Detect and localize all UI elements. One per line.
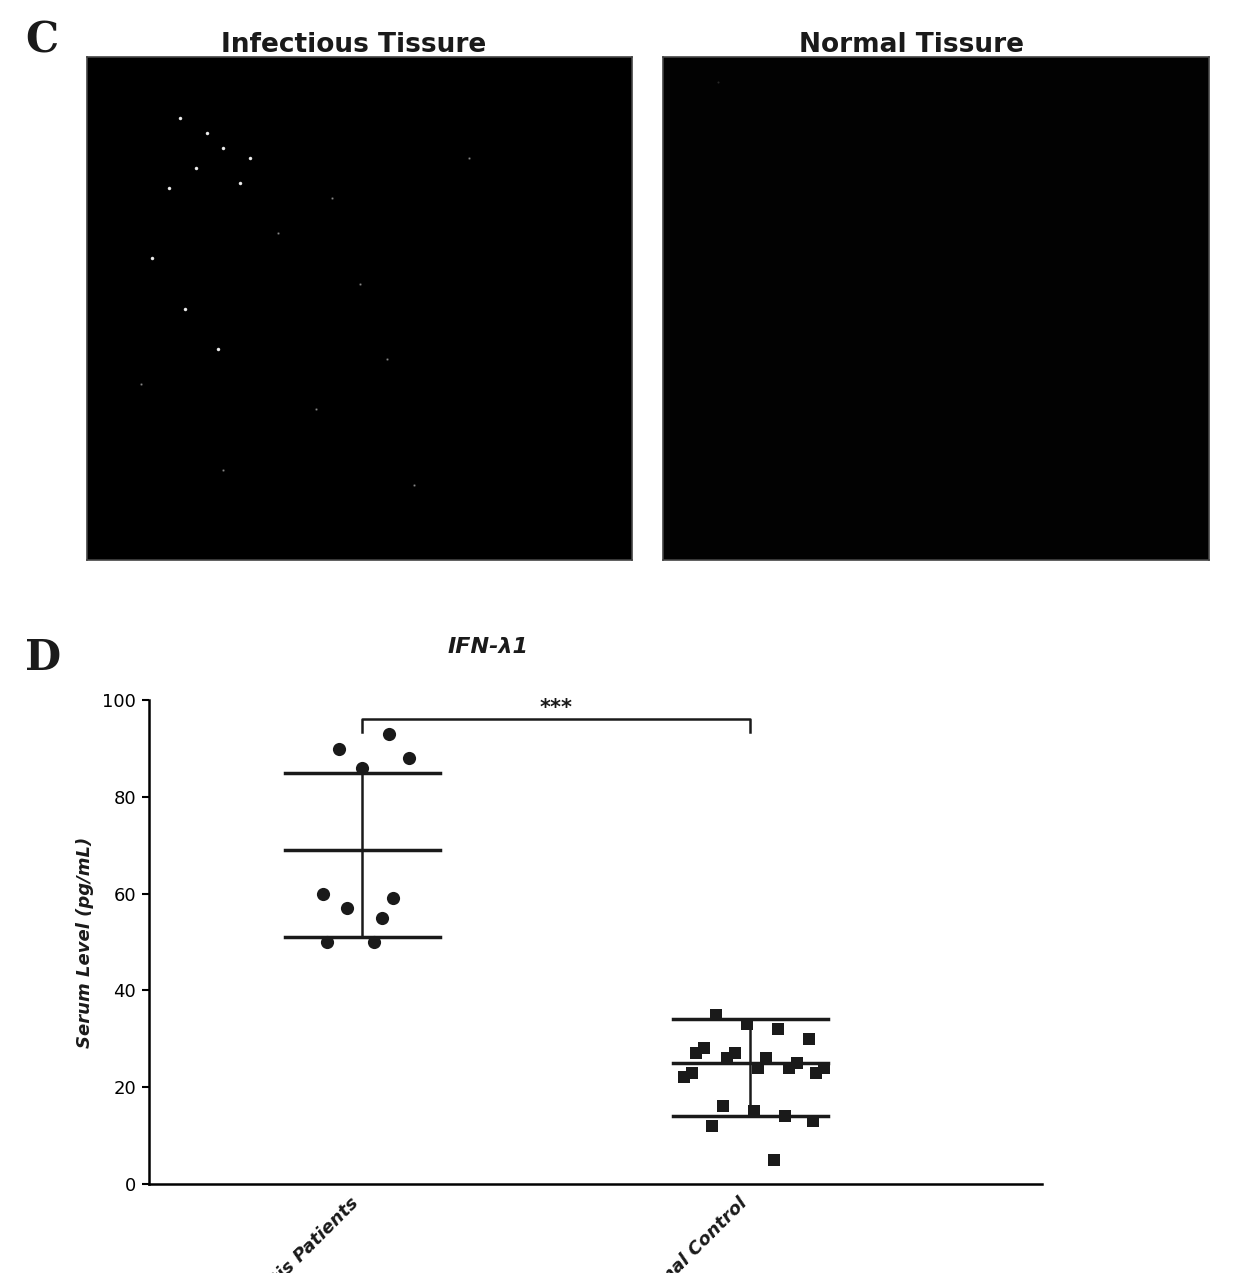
Text: IFN-λ1: IFN-λ1 <box>448 638 528 657</box>
Point <box>706 1004 725 1025</box>
Point <box>329 738 348 759</box>
Point <box>675 1067 694 1087</box>
Text: Infectious Tissure: Infectious Tissure <box>221 32 486 57</box>
Point <box>713 1096 733 1116</box>
Point <box>337 897 357 918</box>
Point <box>702 1115 722 1136</box>
Point <box>717 1048 737 1068</box>
Point <box>372 908 392 928</box>
Point <box>379 724 399 745</box>
Point <box>737 1015 756 1035</box>
Point <box>317 932 337 952</box>
Point <box>764 1150 784 1170</box>
Point <box>748 1058 768 1078</box>
Point <box>383 889 403 909</box>
Point <box>806 1063 826 1083</box>
Point <box>686 1043 706 1063</box>
Y-axis label: Serum Level (pg/mL): Serum Level (pg/mL) <box>76 836 94 1048</box>
Text: Normal Tissure: Normal Tissure <box>799 32 1024 57</box>
Point <box>314 883 334 904</box>
Point <box>352 757 372 778</box>
Point <box>756 1048 776 1068</box>
Point <box>694 1039 714 1059</box>
Point <box>744 1101 764 1122</box>
Point <box>802 1111 822 1132</box>
Point <box>780 1058 800 1078</box>
Point <box>775 1106 795 1127</box>
Text: C: C <box>25 19 58 61</box>
Point <box>365 932 384 952</box>
Point <box>768 1018 787 1039</box>
Point <box>787 1053 807 1073</box>
Point <box>682 1063 702 1083</box>
Point <box>725 1043 745 1063</box>
Text: D: D <box>25 636 61 679</box>
Point <box>815 1058 835 1078</box>
Text: ***: *** <box>539 698 573 718</box>
Point <box>399 749 419 769</box>
Point <box>799 1029 818 1049</box>
